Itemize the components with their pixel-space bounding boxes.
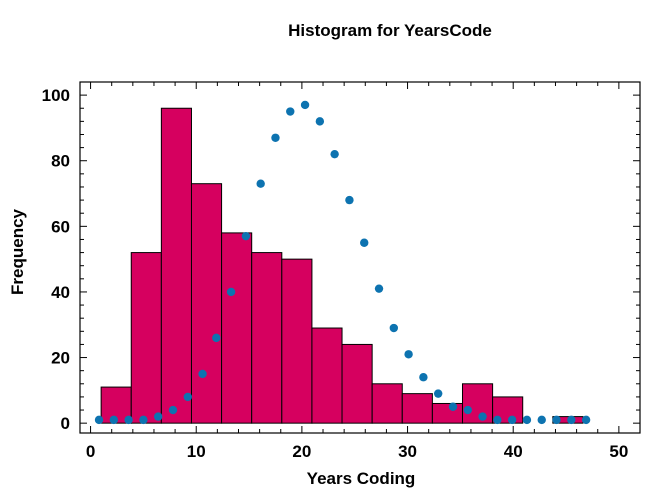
histogram-bar xyxy=(130,252,162,424)
x-tick-label: 30 xyxy=(398,442,417,461)
x-tick-label: 0 xyxy=(86,442,95,461)
data-point xyxy=(198,369,207,379)
histogram-bar xyxy=(251,252,283,424)
y-tick-label: 0 xyxy=(61,414,70,433)
histogram-bar xyxy=(461,383,494,424)
y-tick-label: 60 xyxy=(51,217,70,236)
y-tick-label: 100 xyxy=(42,86,70,105)
histogram-bar xyxy=(311,327,343,424)
histogram-bar xyxy=(281,258,313,424)
data-point xyxy=(448,402,458,411)
data-point xyxy=(271,133,280,142)
x-tick-label: 20 xyxy=(292,442,311,461)
data-point xyxy=(567,415,576,425)
data-point xyxy=(183,392,192,402)
x-tick-label: 10 xyxy=(187,442,206,461)
data-point xyxy=(404,350,413,359)
data-point xyxy=(507,415,517,425)
histogram-bar xyxy=(341,343,373,424)
y-tick-label: 20 xyxy=(51,349,70,368)
data-point xyxy=(124,415,133,425)
y-tick-label: 80 xyxy=(51,152,70,171)
data-point xyxy=(315,117,325,126)
data-point xyxy=(433,389,443,398)
data-point xyxy=(109,415,119,425)
y-axis-label: Frequency xyxy=(8,208,27,295)
data-point xyxy=(212,333,221,343)
histogram-bar xyxy=(431,402,463,424)
data-point xyxy=(493,415,502,425)
data-point xyxy=(581,415,591,425)
data-point xyxy=(374,284,384,293)
histogram-bar xyxy=(160,107,192,424)
data-point xyxy=(345,195,354,205)
x-tick-label: 40 xyxy=(504,442,523,461)
data-point xyxy=(419,373,428,382)
data-point xyxy=(226,287,236,297)
x-tick-label: 50 xyxy=(609,442,628,461)
data-point xyxy=(463,405,472,415)
data-point xyxy=(389,323,399,333)
data-point xyxy=(153,412,163,421)
data-point xyxy=(168,405,178,415)
data-point xyxy=(139,415,148,425)
data-point xyxy=(286,107,295,116)
data-point xyxy=(537,415,546,425)
data-point xyxy=(478,412,487,421)
histogram-bar xyxy=(371,383,403,424)
x-axis-label: Years Coding xyxy=(307,469,416,488)
data-point xyxy=(360,238,369,247)
data-point xyxy=(300,100,310,110)
data-point xyxy=(522,415,532,425)
plot-frame xyxy=(79,81,641,434)
data-point xyxy=(256,179,265,188)
data-point xyxy=(552,415,561,425)
data-point xyxy=(94,415,104,425)
data-point xyxy=(241,231,251,241)
histogram-bar xyxy=(190,183,223,424)
plot-area: 0 10 20 30 40 50 0 20 40 60 80 100 xyxy=(42,81,641,461)
histogram-bar xyxy=(221,232,253,424)
histogram-bar xyxy=(401,393,433,424)
y-tick-label: 40 xyxy=(51,283,70,302)
chart-title: Histogram for YearsCode xyxy=(288,21,492,40)
data-point xyxy=(330,149,339,159)
